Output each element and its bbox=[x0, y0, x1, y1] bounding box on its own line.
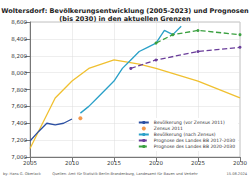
svg-text:8,600: 8,600 bbox=[11, 19, 27, 25]
svg-text:15.08.2024: 15.08.2024 bbox=[226, 172, 247, 176]
svg-text:7,800: 7,800 bbox=[11, 87, 27, 93]
svg-text:2005: 2005 bbox=[23, 160, 37, 166]
svg-text:Bevölkerung (vor Zensus 2011): Bevölkerung (vor Zensus 2011) bbox=[154, 120, 225, 125]
svg-text:Prognose des Landes BB 2017-20: Prognose des Landes BB 2017-2030 bbox=[154, 138, 235, 143]
svg-text:Quellen: Amt für Statistik Ber: Quellen: Amt für Statistik Berlin-Brande… bbox=[52, 172, 198, 176]
svg-text:2030: 2030 bbox=[233, 160, 247, 166]
svg-text:2010: 2010 bbox=[65, 160, 79, 166]
svg-text:7,400: 7,400 bbox=[11, 120, 27, 126]
svg-text:7,200: 7,200 bbox=[11, 137, 27, 143]
svg-text:(bis 2030) in den aktuellen Gr: (bis 2030) in den aktuellen Grenzen bbox=[59, 15, 191, 23]
svg-text:Zensus 2011: Zensus 2011 bbox=[154, 126, 183, 131]
svg-text:8,200: 8,200 bbox=[11, 53, 27, 59]
svg-text:8,400: 8,400 bbox=[11, 36, 27, 42]
svg-text:by: Hans G. Oberlack: by: Hans G. Oberlack bbox=[3, 172, 42, 176]
svg-text:2015: 2015 bbox=[107, 160, 121, 166]
svg-text:2025: 2025 bbox=[191, 160, 205, 166]
svg-text:Bevölkerung (nach Zensus): Bevölkerung (nach Zensus) bbox=[154, 132, 216, 137]
svg-text:2020: 2020 bbox=[149, 160, 163, 166]
svg-text:7,000: 7,000 bbox=[11, 154, 27, 160]
svg-text:7,600: 7,600 bbox=[11, 103, 27, 109]
svg-text:8,000: 8,000 bbox=[11, 70, 27, 76]
svg-text:Woltersdorf: Bevölkerungsentwi: Woltersdorf: Bevölkerungsentwicklung (20… bbox=[1, 7, 249, 15]
svg-text:Prognose des Landes BB 2020-20: Prognose des Landes BB 2020-2030 bbox=[154, 144, 235, 149]
